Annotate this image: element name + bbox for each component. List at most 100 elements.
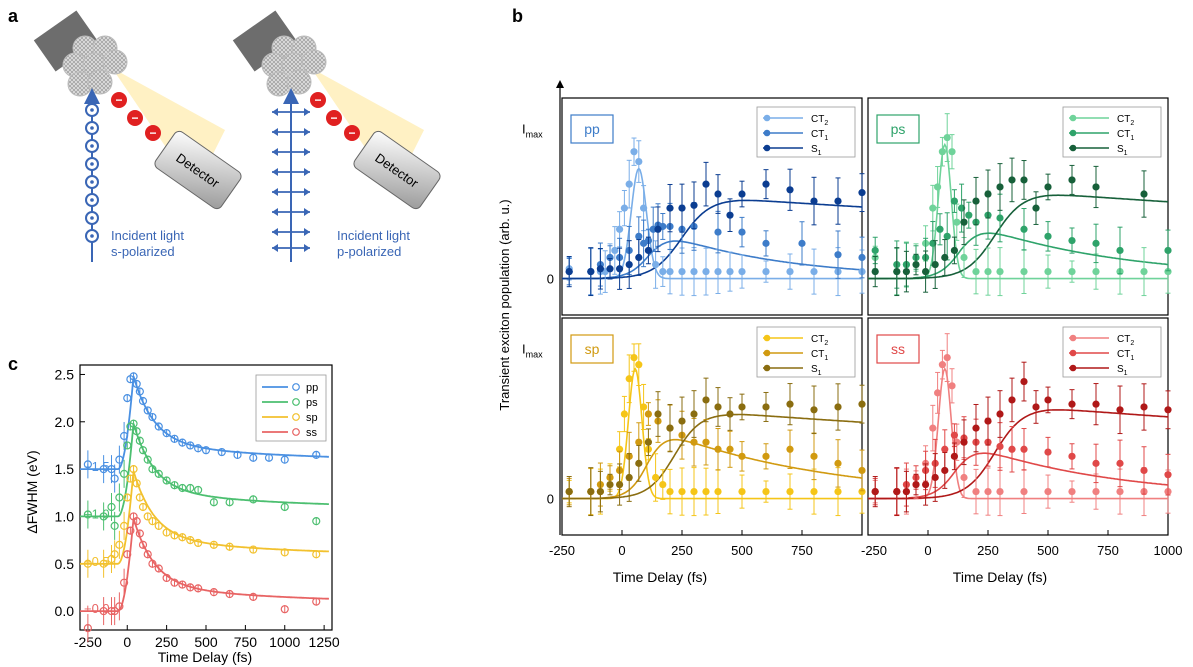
b-data-point-CT1 — [645, 410, 652, 417]
b-data-point-S1 — [872, 488, 879, 495]
b-data-point-CT1 — [798, 240, 805, 247]
b-xtick-label: 750 — [791, 543, 813, 558]
b-data-point-S1 — [587, 268, 594, 275]
b-data-point-S1 — [626, 474, 633, 481]
b-xtick-label: 0 — [924, 543, 931, 558]
b-data-point-CT1 — [714, 446, 721, 453]
b-xtick-label: 250 — [977, 543, 999, 558]
c-fit-line-sp — [80, 471, 329, 564]
b-data-point-CT2 — [939, 148, 946, 155]
b-data-point-S1 — [635, 460, 642, 467]
caption-line-2: p-polarized — [337, 244, 401, 259]
b-data-point-S1 — [810, 406, 817, 413]
b-legend-label-main: CT — [1117, 349, 1130, 360]
b-data-point-S1 — [666, 425, 673, 432]
b-panel-tag: ss — [891, 341, 905, 357]
s-pol-dot-icon — [90, 126, 94, 130]
b-ytick-max: Imax — [522, 342, 543, 360]
b-data-point-CT2 — [626, 375, 633, 382]
b-data-point-CT2 — [996, 268, 1003, 275]
b-data-point-S1 — [606, 265, 613, 272]
b-panel-tag: pp — [584, 121, 600, 137]
b-data-point-CT2 — [616, 226, 623, 233]
b-data-point-CT2 — [702, 488, 709, 495]
b-xtick-label: -250 — [549, 543, 575, 558]
b-subpanel-ps: psCT2CT1S1 — [868, 98, 1172, 315]
b-legend-label-main: CT — [811, 129, 824, 140]
b-data-point-CT1 — [635, 439, 642, 446]
schematic-s-polarized: − − − Detector Incident light s-polarize… — [34, 11, 244, 262]
panel-label-b: b — [512, 6, 523, 26]
b-data-point-S1 — [810, 197, 817, 204]
b-data-point-CT1 — [858, 254, 865, 261]
b-data-point-S1 — [702, 396, 709, 403]
b-data-point-S1 — [1020, 378, 1027, 385]
b-legend-label-sub: 1 — [1124, 370, 1128, 377]
b-data-point-CT2 — [630, 354, 637, 361]
s-pol-dot-icon — [90, 108, 94, 112]
b-legend-box — [757, 107, 855, 157]
b-legend-box — [1063, 327, 1161, 377]
b-y-axis-arrow-icon — [556, 80, 564, 88]
b-legend-label-main: CT — [811, 349, 824, 360]
b-data-point-CT2 — [786, 488, 793, 495]
b-data-point-CT2 — [1020, 488, 1027, 495]
caption-line-2: s-polarized — [111, 244, 175, 259]
c-ytick-label: 2.5 — [55, 366, 75, 382]
b-data-point-S1 — [1092, 183, 1099, 190]
b-data-point-S1 — [762, 403, 769, 410]
b-data-point-S1 — [996, 183, 1003, 190]
b-data-point-CT1 — [1164, 247, 1171, 254]
b-data-point-CT2 — [984, 488, 991, 495]
b-data-point-S1 — [645, 247, 652, 254]
b-data-point-CT2 — [972, 268, 979, 275]
b-data-point-S1 — [932, 261, 939, 268]
b-data-point-CT2 — [810, 268, 817, 275]
b-data-point-CT1 — [762, 240, 769, 247]
b-ytick-max-sub: max — [526, 350, 544, 360]
b-data-point-CT2 — [1044, 268, 1051, 275]
b-ytick-zero: 0 — [547, 272, 554, 287]
s-pol-dot-icon — [90, 162, 94, 166]
b-data-point-CT2 — [1092, 268, 1099, 275]
b-data-point-CT1 — [834, 251, 841, 258]
c-ytick-label: 2.0 — [55, 414, 75, 430]
b-xtick-label: 1000 — [1154, 543, 1183, 558]
b-y-axis-label: Transient exciton population (arb. u.) — [497, 199, 512, 410]
b-data-point-CT2 — [630, 148, 637, 155]
b-data-point-CT2 — [762, 488, 769, 495]
b-data-point-S1 — [726, 212, 733, 219]
panel-label-c: c — [8, 354, 18, 374]
b-data-point-CT1 — [1068, 237, 1075, 244]
b-data-point-S1 — [678, 205, 685, 212]
b-data-point-S1 — [738, 403, 745, 410]
caption-line-1: Incident light — [337, 228, 410, 243]
b-legend-marker — [1070, 335, 1077, 342]
panel-b-chart: Transient exciton population (arb. u.) T… — [497, 80, 1182, 585]
b-data-point-CT1 — [965, 212, 972, 219]
c-xtick-label: 1000 — [269, 634, 300, 650]
b-panel-tag: sp — [585, 341, 600, 357]
b-data-point-CT1 — [726, 446, 733, 453]
b-data-point-CT2 — [1068, 268, 1075, 275]
b-data-point-S1 — [702, 181, 709, 188]
b-x-axis-label-left: Time Delay (fs) — [613, 569, 707, 585]
c-ytick-label: 1.0 — [55, 508, 75, 524]
b-data-point-CT2 — [690, 488, 697, 495]
b-data-point-CT1 — [996, 214, 1003, 221]
b-data-point-CT2 — [659, 268, 666, 275]
b-data-point-S1 — [616, 265, 623, 272]
c-ytick-label: 1.5 — [55, 461, 75, 477]
b-data-point-CT2 — [652, 261, 659, 268]
b-data-point-CT2 — [678, 488, 685, 495]
b-data-point-S1 — [726, 410, 733, 417]
b-data-point-S1 — [645, 439, 652, 446]
b-data-point-CT1 — [951, 432, 958, 439]
b-legend-label-main: CT — [1117, 114, 1130, 125]
b-data-point-S1 — [597, 265, 604, 272]
b-legend-label-main: CT — [811, 334, 824, 345]
c-offset-label: +1.5 — [84, 459, 110, 474]
b-data-point-CT1 — [872, 247, 879, 254]
b-data-point-S1 — [1068, 401, 1075, 408]
